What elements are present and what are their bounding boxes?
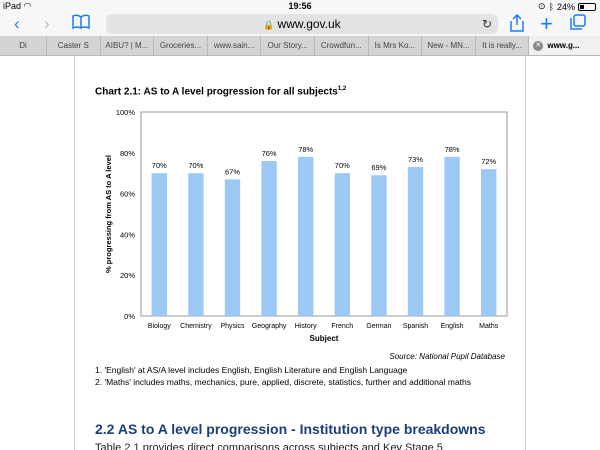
bar-german <box>371 175 387 316</box>
tab-strip: Di Caster S AIBU? | M... Groceries... ww… <box>0 36 600 56</box>
data-label: 73% <box>408 155 423 164</box>
address-bar[interactable]: 🔒 www.gov.uk ↻ <box>106 14 498 34</box>
data-label: 78% <box>445 145 460 154</box>
data-label: 76% <box>262 149 277 158</box>
browser-toolbar: ‹ › 🔒 www.gov.uk ↻ + <box>0 12 600 36</box>
tab-7[interactable]: Is Mrs Ko... <box>367 36 422 55</box>
status-bar: iPad ◠ 19:56 ⊙ ᛒ 24% <box>0 0 600 12</box>
bar-english <box>444 156 460 316</box>
y-tick-label: 0% <box>124 312 135 321</box>
back-icon[interactable]: ‹ <box>14 14 20 33</box>
device-label: iPad ◠ <box>3 1 32 11</box>
tab-8[interactable]: New - MN... <box>421 36 475 55</box>
data-label: 67% <box>225 167 240 176</box>
bar-geography <box>261 160 277 316</box>
tab-active[interactable]: ✕ www.g... <box>528 36 600 55</box>
tab-9[interactable]: It is really... <box>474 36 529 55</box>
footnote-2: 2. 'Maths' includes maths, mechanics, pu… <box>95 377 472 387</box>
tab-2[interactable]: AIBU? | M... <box>99 36 154 55</box>
close-tab-icon[interactable]: ✕ <box>533 41 544 51</box>
section-heading: 2.2 AS to A level progression - Institut… <box>95 421 486 437</box>
clock: 19:56 <box>288 1 312 11</box>
bar-biology <box>151 173 167 316</box>
bluetooth-icon: ᛒ <box>548 1 554 12</box>
footnote-1: 1. 'English' at AS/A level includes Engl… <box>95 365 408 375</box>
tab-0[interactable]: Di <box>19 41 27 50</box>
bar-maths <box>481 169 497 316</box>
bookmarks-icon[interactable] <box>72 14 90 36</box>
bar-chemistry <box>188 173 204 316</box>
source-note: Source: National Pupil Database <box>389 352 505 361</box>
new-tab-icon[interactable]: + <box>540 11 553 36</box>
battery-icon <box>578 2 596 11</box>
wifi-icon: ◠ <box>23 1 32 11</box>
x-tick-label: Biology <box>148 323 171 330</box>
web-page: Chart 2.1: AS to A level progression for… <box>74 56 526 450</box>
data-label: 70% <box>152 161 167 170</box>
y-tick-label: 40% <box>120 230 135 239</box>
bar-spanish <box>407 167 424 316</box>
y-tick-label: 60% <box>120 190 135 199</box>
x-tick-label: English <box>441 323 464 330</box>
data-label: 70% <box>335 161 350 170</box>
chart-title-text: Chart 2.1: AS to A level progression for… <box>95 86 338 98</box>
body-paragraph: Table 2.1 provides direct comparisons ac… <box>95 442 443 450</box>
x-tick-label: Geography <box>252 323 287 330</box>
bar-chart: 0% 20% 40% 60% 80% 100% 70% Biology 70% Chemistry… <box>104 108 508 343</box>
tab-5[interactable]: Our Story... <box>260 36 314 55</box>
x-tick-label: Chemistry <box>180 323 212 330</box>
battery-percent: 24% <box>556 1 575 12</box>
plot-area <box>140 111 508 317</box>
url-text: www.gov.uk <box>277 17 341 31</box>
y-tick-label: 80% <box>120 149 135 158</box>
bar-physics <box>224 179 241 316</box>
y-axis-title: % progressing from AS to A level <box>104 155 113 273</box>
y-tick-label: 100% <box>116 108 136 117</box>
chart-title-footnote: 1,2 <box>337 86 347 92</box>
x-axis-title: Subject <box>310 334 339 343</box>
lock-icon: 🔒 <box>263 20 275 30</box>
tab-6[interactable]: Crowdfun... <box>313 36 368 55</box>
y-tick-label: 20% <box>120 271 135 280</box>
forward-icon[interactable]: › <box>44 14 50 33</box>
x-tick-label: Physics <box>220 323 245 330</box>
tab-1[interactable]: Caster S <box>46 36 100 55</box>
reload-icon[interactable]: ↻ <box>481 17 492 31</box>
bar-french <box>334 173 350 316</box>
data-label: 72% <box>481 157 496 166</box>
rotation-lock-icon: ⊙ <box>538 1 546 11</box>
chart-title: Chart 2.1: AS to A level progression for… <box>95 86 346 97</box>
status-right: ⊙ ᛒ 24% <box>538 1 596 12</box>
share-icon[interactable] <box>510 13 524 37</box>
data-label: 70% <box>188 161 203 170</box>
tab-active-label: www.g... <box>547 41 580 50</box>
tab-4[interactable]: www.sain... <box>206 36 261 55</box>
bar-history <box>298 156 314 316</box>
tab-3[interactable]: Groceries... <box>153 36 207 55</box>
tabs-overview-icon[interactable] <box>570 14 586 35</box>
x-tick-label: German <box>366 323 391 330</box>
x-tick-label: Maths <box>479 323 499 330</box>
x-tick-label: History <box>295 323 317 330</box>
x-tick-label: French <box>331 323 353 330</box>
footnotes: 1. 'English' at AS/A level includes Engl… <box>95 364 471 388</box>
data-label: 78% <box>298 145 313 154</box>
data-label: 69% <box>371 163 386 172</box>
x-tick-label: Spanish <box>403 323 428 330</box>
